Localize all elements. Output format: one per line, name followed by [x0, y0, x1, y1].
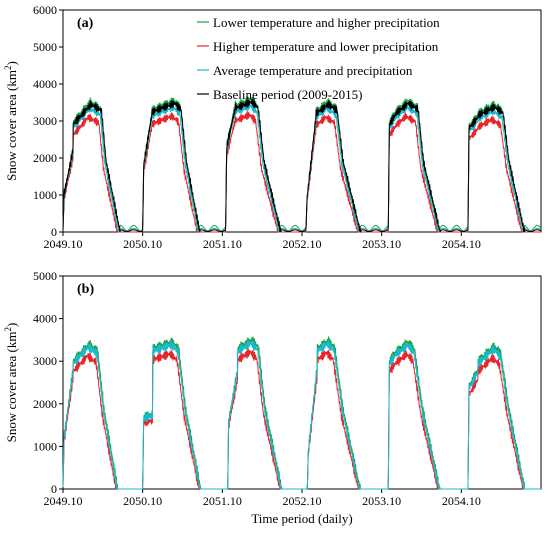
x-tick-label: 2050.10 [123, 237, 162, 251]
x-tick-label: 2054.10 [442, 237, 481, 251]
legend-entry-average: Average temperature and precipitation [213, 63, 413, 78]
y-axis-label-text: Snow cover area (km [4, 70, 19, 181]
legend-entry-lower_temp_higher_precip: Lower temperature and higher precipitati… [213, 15, 440, 30]
x-tick-label: 2050.10 [123, 494, 162, 508]
panel-label: (b) [77, 282, 94, 297]
y-tick-label: 3000 [33, 114, 57, 128]
x-tick-label: 2049.10 [44, 494, 83, 508]
y-axis-label-sup: 2 [3, 66, 13, 71]
x-tick-label: 2053.10 [362, 494, 401, 508]
legend-entry-higher_temp_lower_precip: Higher temperature and lower precipitati… [213, 39, 439, 54]
panel-a: 0 1000 2000 3000 4000 5000 6000 2049.10 2050.10 2… [3, 3, 542, 251]
x-tick-label: 2049.10 [44, 237, 83, 251]
x-tick-label: 2054.10 [442, 494, 481, 508]
y-tick-label: 0 [51, 482, 57, 496]
y-tick-label: 0 [51, 225, 57, 239]
series-line-baseline [62, 98, 542, 233]
y-tick-label: 1000 [33, 439, 57, 453]
y-tick-label: 5000 [33, 269, 57, 283]
y-axis-label-close: ) [4, 323, 19, 327]
y-axis-label-text: Snow cover area (km [4, 332, 19, 443]
panel-label: (a) [77, 16, 94, 31]
y-tick-label: 4000 [33, 77, 57, 91]
y-axis-label-sup: 2 [3, 327, 13, 332]
series-line-lower_temp_higher_precip [62, 96, 542, 234]
legend-entry-baseline: Baseline period (2009-2015) [213, 87, 362, 102]
series-line-average [62, 339, 541, 491]
y-tick-label: 2000 [33, 151, 57, 165]
x-tick-label: 2052.10 [283, 237, 322, 251]
y-axis-label-close: ) [4, 61, 19, 65]
y-axis-label: Snow cover area (km2) [3, 323, 19, 443]
series-line-higher_temp_lower_precip [62, 348, 541, 491]
x-tick-label: 2051.10 [203, 237, 242, 251]
x-tick-label: 2053.10 [362, 237, 401, 251]
y-tick-label: 1000 [33, 188, 57, 202]
y-tick-label: 3000 [33, 354, 57, 368]
x-tick-label: 2051.10 [203, 494, 242, 508]
y-tick-label: 5000 [33, 40, 57, 54]
y-tick-label: 2000 [33, 397, 57, 411]
y-tick-label: 6000 [33, 3, 57, 17]
x-tick-label: 2052.10 [283, 494, 322, 508]
y-axis-label: Snow cover area (km2) [3, 61, 19, 181]
y-tick-label: 4000 [33, 312, 57, 326]
series-line-average [62, 102, 542, 234]
panel-b: 0 1000 2000 3000 4000 5000 2049.10 2050.10 2051.… [3, 269, 542, 526]
x-axis-label: Time period (daily) [251, 511, 352, 526]
